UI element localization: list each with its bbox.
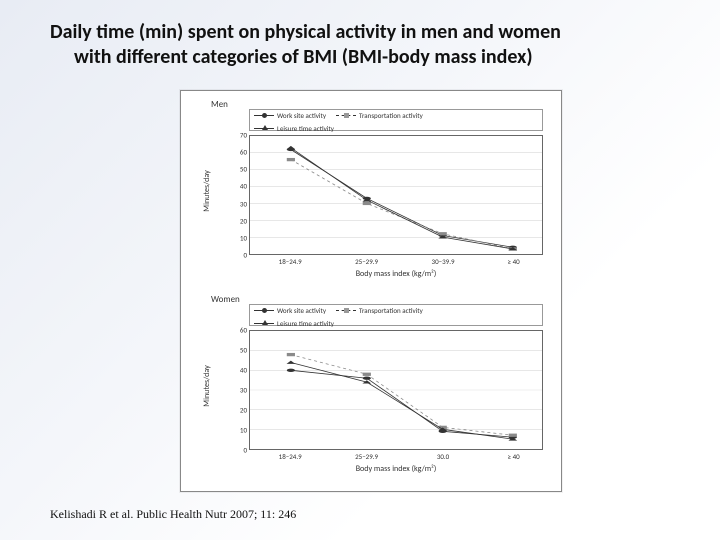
xtick: 18–24.9: [279, 257, 302, 266]
legend-label: Transportation activity: [359, 306, 423, 315]
line-icon: [254, 310, 274, 311]
panel-men-plot: [249, 135, 543, 255]
ytick: 0: [243, 446, 247, 455]
triangle-marker-icon: [262, 320, 268, 325]
legend-label: Work site activity: [277, 111, 326, 120]
panel-men-svg: [250, 136, 542, 254]
legend-item-worksite: Work site activity: [254, 111, 326, 120]
ytick: 10: [240, 426, 247, 435]
ytick: 10: [240, 233, 247, 242]
legend-label: Leisure time activity: [277, 124, 334, 133]
figure-container: Men Work site activity Transportation ac…: [180, 90, 562, 492]
circle-marker-icon: [262, 308, 267, 313]
xtick: 30–39.9: [432, 257, 455, 266]
ytick: 50: [240, 345, 247, 354]
square-marker-icon: [344, 113, 349, 118]
line-icon: [336, 115, 356, 116]
citation: Kelishadi R et al. Public Health Nutr 20…: [50, 507, 296, 522]
ytick: 40: [240, 182, 247, 191]
panel-men-xticks: 18–24.9 25–29.9 30–39.9 ≥ 40: [249, 257, 543, 267]
xtick: 25–29.9: [355, 452, 378, 461]
ytick: 30: [240, 199, 247, 208]
legend-item-leisure: Leisure time activity: [254, 319, 538, 328]
panel-men-legend: Work site activity Transportation activi…: [249, 109, 543, 131]
ytick: 30: [240, 386, 247, 395]
ytick: 20: [240, 216, 247, 225]
ytick: 60: [240, 326, 247, 335]
line-icon: [254, 128, 274, 129]
panel-women-ylabel: Minutes/day: [202, 365, 212, 406]
title-line-2: with different categories of BMI (BMI-bo…: [50, 45, 670, 70]
legend-item-transport: Transportation activity: [336, 306, 423, 315]
legend-item-worksite: Work site activity: [254, 306, 326, 315]
panel-men-subtitle: Men: [211, 99, 228, 110]
panel-women-xticks: 18–24.9 25–29.9 30.0 ≥ 40: [249, 452, 543, 462]
panel-women-legend: Work site activity Transportation activi…: [249, 304, 543, 326]
panel-men-ylabel: Minutes/day: [202, 170, 212, 211]
triangle-marker-icon: [262, 125, 268, 130]
panel-women-yticks: 0102030405060: [231, 330, 247, 450]
xtick: ≥ 40: [508, 257, 520, 266]
line-icon: [254, 115, 274, 116]
panel-women-svg: [250, 331, 542, 449]
panel-men-yticks: 010203040506070: [231, 135, 247, 255]
title-line-1: Daily time (min) spent on physical activ…: [50, 20, 670, 45]
ytick: 60: [240, 148, 247, 157]
legend-label: Transportation activity: [359, 111, 423, 120]
xtick: 25–29.9: [355, 257, 378, 266]
legend-label: Leisure time activity: [277, 319, 334, 328]
legend-item-transport: Transportation activity: [336, 111, 423, 120]
legend-label: Work site activity: [277, 306, 326, 315]
legend-item-leisure: Leisure time activity: [254, 124, 538, 133]
line-icon: [254, 323, 274, 324]
xtick: 18–24.9: [279, 452, 302, 461]
ytick: 0: [243, 251, 247, 260]
xtick: ≥ 40: [508, 452, 520, 461]
panel-men: Men Work site activity Transportation ac…: [211, 101, 551, 281]
square-marker-icon: [344, 308, 349, 313]
ytick: 40: [240, 365, 247, 374]
panel-women: Women Work site activity Transportation …: [211, 296, 551, 476]
panel-women-xlabel: Body mass index (kg/m²): [249, 464, 543, 474]
ytick: 50: [240, 165, 247, 174]
circle-marker-icon: [262, 113, 267, 118]
ytick: 70: [240, 131, 247, 140]
line-icon: [336, 310, 356, 311]
panel-women-subtitle: Women: [211, 294, 240, 305]
ytick: 20: [240, 405, 247, 414]
xtick: 30.0: [437, 452, 449, 461]
panel-women-plot: [249, 330, 543, 450]
slide-title: Daily time (min) spent on physical activ…: [50, 20, 670, 70]
panel-men-xlabel: Body mass index (kg/m²): [249, 269, 543, 279]
